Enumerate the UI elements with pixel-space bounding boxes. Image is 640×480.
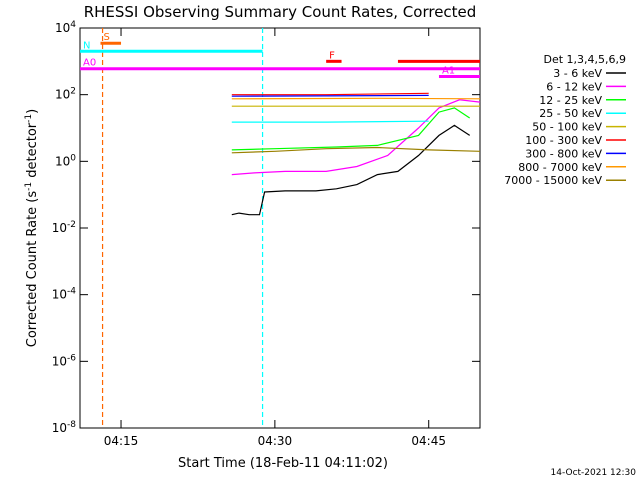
legend-label-3: 12 - 25 keV: [539, 94, 602, 107]
plot-frame: [79, 27, 481, 429]
y-axis: 104 102 100 10-2 10-4 10-6 10-8: [52, 20, 480, 435]
legend-label-5: 50 - 100 keV: [532, 121, 602, 134]
x-tick-label-1: 04:15: [104, 434, 139, 448]
series-line-6: [231, 92, 429, 96]
y-tick-label-7: 10-8: [52, 420, 77, 435]
footer-timestamp: 14-Oct-2021 12:30: [551, 468, 637, 478]
series-line-2: [231, 99, 481, 176]
series-line-3: [231, 107, 471, 151]
flag-label-1: S: [104, 32, 110, 43]
legend-label-2: 6 - 12 keV: [546, 80, 602, 93]
legend-label-7: 300 - 800 keV: [525, 147, 602, 160]
legend-label-1: 3 - 6 keV: [553, 67, 602, 80]
y-tick-label-4: 10-2: [52, 220, 76, 235]
chart-title: RHESSI Observing Summary Count Rates, Co…: [84, 3, 477, 21]
legend-title: Det 1,3,4,5,6,9: [543, 53, 626, 66]
x-tick-label-3: 04:45: [411, 434, 446, 448]
y-tick-label-1: 104: [55, 20, 76, 35]
flag-bars: S N F A0 A1: [80, 32, 480, 79]
y-tick-label-5: 10-4: [52, 287, 77, 302]
legend-label-9: 7000 - 15000 keV: [504, 174, 602, 187]
y-tick-label-2: 102: [55, 87, 76, 102]
flag-label-2: N: [83, 40, 90, 51]
x-axis: 04:15 04:30 04:45: [104, 28, 446, 448]
legend-label-6: 100 - 300 keV: [525, 134, 602, 147]
flag-label-3: F: [329, 50, 335, 61]
x-axis-label: Start Time (18-Feb-11 04:11:02): [178, 456, 388, 471]
series-line-7: [231, 94, 429, 97]
y-axis-label: Corrected Count Rate (s-1 detector-1): [24, 109, 40, 347]
x-tick-label-2: 04:30: [258, 434, 293, 448]
vertical-markers: [101, 28, 264, 428]
y-tick-label-6: 10-6: [52, 353, 77, 368]
legend-label-8: 800 - 7000 keV: [518, 161, 602, 174]
flag-label-8: A1: [442, 66, 455, 77]
series-line-4: [231, 120, 429, 123]
series-line-9: [231, 146, 481, 154]
flag-label-7: A0: [83, 58, 96, 69]
series-line-8: [231, 97, 481, 100]
series-lines: [231, 92, 481, 216]
y-tick-label-3: 100: [55, 153, 76, 168]
legend-label-4: 25 - 50 keV: [539, 107, 602, 120]
series-line-1: [231, 124, 471, 216]
